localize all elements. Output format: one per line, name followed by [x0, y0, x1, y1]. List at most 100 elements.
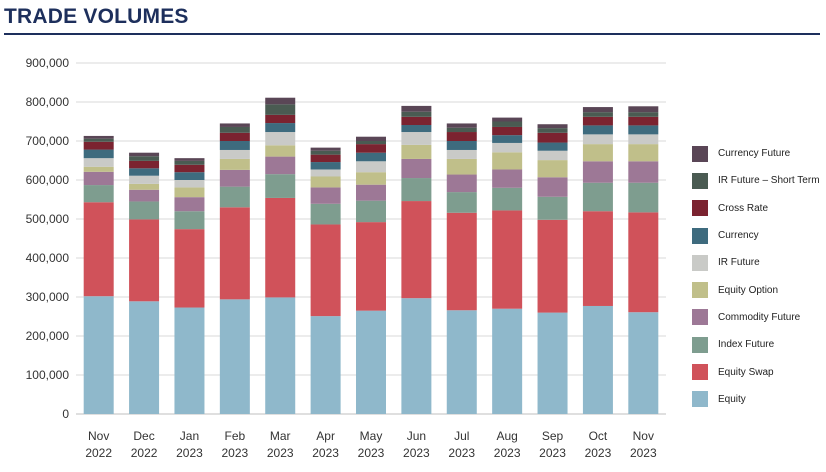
bar-segment-equity-swap: [628, 212, 659, 313]
bar-segment-currency: [174, 172, 205, 180]
legend-item: IR Future – Short Term: [692, 167, 820, 194]
bar-segment-currency-future: [582, 107, 613, 113]
bar-segment-ir-future: [129, 175, 160, 184]
bar-segment-ir-future: [582, 134, 613, 145]
bar-segment-cross-rate: [310, 154, 341, 163]
bar-segment-index-future: [174, 211, 205, 230]
x-tick-label-month: Nov: [633, 429, 654, 443]
bar-segment-currency: [582, 125, 613, 135]
x-tick-label-year: 2023: [448, 446, 475, 460]
x-tick-label-month: Dec: [133, 429, 154, 443]
bar-segment-equity-option: [310, 176, 341, 188]
x-tick-label-year: 2023: [358, 446, 385, 460]
bar-segment-ir-future: [356, 161, 386, 173]
bar-segment-equity: [129, 301, 160, 414]
bar-segment-commodity-future: [83, 171, 114, 186]
bar-segment-ir-future-short-term: [628, 112, 659, 117]
x-tick-label-month: Sep: [542, 429, 564, 443]
bar-segment-commodity-future: [537, 177, 568, 197]
bar-segment-equity-option: [492, 152, 523, 170]
bar-segment-index-future: [628, 182, 659, 213]
y-tick-label: 300,000: [26, 290, 70, 304]
bar-segment-currency-future: [628, 106, 659, 113]
bar-segment-cross-rate: [582, 116, 613, 126]
bar-segment-currency: [537, 142, 568, 151]
bar-segment-equity-swap: [582, 211, 613, 306]
bar-segment-ir-future-short-term: [219, 126, 250, 133]
bar-segment-cross-rate: [265, 114, 296, 124]
bar-segment-equity-option: [537, 160, 568, 178]
bar-segment-cross-rate: [492, 126, 523, 136]
legend-swatch: [692, 391, 708, 408]
x-tick-label-month: Mar: [270, 429, 291, 443]
bar-segment-equity-swap: [356, 222, 386, 311]
bar-segment-index-future: [83, 185, 114, 203]
bar-segment-ir-future-short-term: [356, 141, 386, 145]
legend-label: Equity Swap: [718, 366, 774, 378]
x-tick-label-year: 2022: [131, 446, 158, 460]
bar-segment-index-future: [446, 192, 477, 213]
bar-segment-cross-rate: [356, 144, 386, 153]
x-tick-label-year: 2023: [176, 446, 203, 460]
x-tick-label-year: 2023: [221, 446, 248, 460]
legend-swatch: [692, 200, 708, 217]
y-tick-label: 800,000: [26, 95, 70, 109]
legend-swatch: [692, 364, 708, 381]
bar-segment-commodity-future: [401, 158, 432, 179]
x-tick-label-month: Jun: [407, 429, 426, 443]
x-tick-label-year: 2023: [494, 446, 521, 460]
bar-segment-ir-future-short-term: [265, 104, 296, 115]
bar-segment-ir-future-short-term: [174, 160, 205, 165]
bar-segment-cross-rate: [129, 160, 160, 169]
x-tick-label-month: Nov: [88, 429, 109, 443]
x-tick-label-year: 2023: [312, 446, 339, 460]
x-tick-label-year: 2023: [630, 446, 657, 460]
bar-segment-ir-future: [219, 149, 250, 159]
bar-segment-currency: [446, 141, 477, 150]
bar-segment-equity-option: [129, 183, 160, 190]
y-tick-label: 900,000: [26, 56, 70, 70]
bar-segment-commodity-future: [265, 156, 296, 175]
legend-swatch: [692, 145, 708, 162]
x-tick-label-month: May: [360, 429, 383, 443]
bar-segment-equity-swap: [129, 219, 160, 302]
bar-segment-ir-future-short-term: [310, 150, 341, 155]
bar-segment-commodity-future: [446, 174, 477, 193]
bar-segment-currency: [219, 141, 250, 150]
bar-segment-equity-option: [401, 144, 432, 159]
bar-segment-equity-swap: [174, 229, 205, 308]
legend: Currency Future IR Future – Short Term Cro…: [692, 140, 820, 413]
bar-segment-commodity-future: [174, 197, 205, 212]
bar-segment-index-future: [537, 196, 568, 220]
bar-segment-equity-swap: [310, 224, 341, 317]
bar-segment-ir-future: [537, 150, 568, 161]
bar-segment-equity: [582, 305, 613, 414]
legend-item: Equity Option: [692, 276, 820, 303]
x-tick-label-month: Aug: [496, 429, 517, 443]
bar-segment-ir-future-short-term: [401, 111, 432, 117]
legend-item: Commodity Future: [692, 304, 820, 331]
bar-segment-equity-swap: [537, 219, 568, 313]
bar-segment-equity: [492, 308, 523, 414]
bar-segment-commodity-future: [310, 187, 341, 204]
bar-segment-index-future: [492, 187, 523, 211]
bar-segment-equity-option: [174, 187, 205, 198]
bar-segment-ir-future-short-term: [582, 112, 613, 117]
bar-segment-currency: [310, 162, 341, 170]
x-tick-label-year: 2022: [85, 446, 112, 460]
y-tick-label: 0: [62, 407, 69, 421]
y-tick-label: 700,000: [26, 134, 70, 148]
bar-segment-equity-swap: [401, 201, 432, 299]
bar-segment-equity-option: [265, 145, 296, 157]
bar-segment-equity-swap: [219, 207, 250, 300]
legend-label: IR Future: [718, 257, 760, 269]
bar-segment-equity: [628, 312, 659, 414]
bar-segment-commodity-future: [628, 161, 659, 183]
bar-segment-equity: [446, 310, 477, 414]
bar-segment-equity: [219, 299, 250, 414]
bar-segment-currency: [265, 123, 296, 133]
bar-segment-currency: [401, 125, 432, 133]
bar-segment-equity: [537, 312, 568, 414]
bar-segment-commodity-future: [356, 184, 386, 201]
bar-segment-ir-future: [628, 134, 659, 145]
